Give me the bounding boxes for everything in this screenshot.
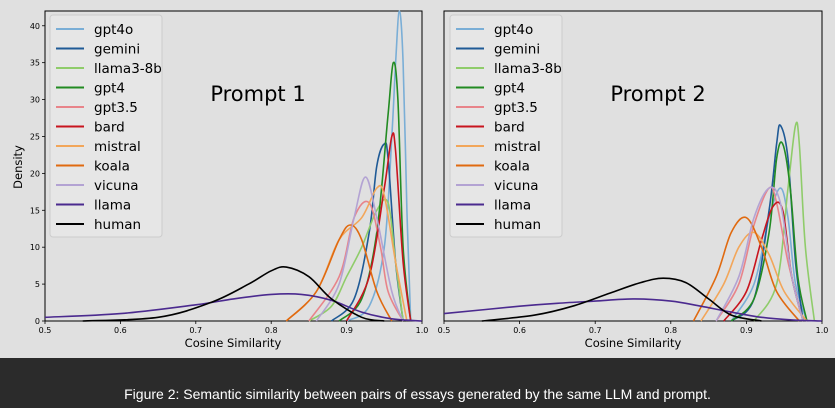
curves-prompt-1 <box>44 10 423 322</box>
series-line-bard <box>345 132 412 322</box>
x-axis-label-1: Cosine Similarity <box>185 336 282 350</box>
legend-label-human: human <box>94 217 141 233</box>
y-tick-label: 30 <box>30 96 40 105</box>
x-tick-label: 0.9 <box>740 326 753 335</box>
panel-title-1: Prompt 1 <box>210 82 305 106</box>
legend-label-gpt4o: gpt4o <box>494 22 533 38</box>
series-line-koala <box>692 216 800 322</box>
legend-label-vicuna: vicuna <box>494 178 539 194</box>
legend-label-mistral: mistral <box>494 139 541 155</box>
x-tick-label: 0.5 <box>39 326 52 335</box>
legend-label-gpt3-5: gpt3.5 <box>94 100 138 116</box>
legend-label-llama: llama <box>94 198 131 214</box>
x-ticks-prompt-2: 0.5 0.6 0.7 0.8 0.9 1.0 <box>438 321 829 335</box>
x-axis-label-2: Cosine Similarity <box>585 336 682 350</box>
y-tick-label: 40 <box>30 22 40 31</box>
legend-label-gpt4: gpt4 <box>94 81 125 97</box>
legend-box-2 <box>449 14 563 238</box>
y-ticks-prompt-1: 0 5 10 15 20 25 30 35 40 <box>30 22 45 326</box>
series-line-gpt4o <box>730 187 808 322</box>
legend-prompt-2: gpt4o gemini llama3-8b gpt4 gpt3.5 bard mistra… <box>449 14 563 238</box>
legend-label-koala: koala <box>94 159 130 175</box>
legend-box-1 <box>49 14 163 238</box>
x-tick-label: 0.7 <box>589 326 602 335</box>
series-line-human <box>481 277 762 322</box>
legend-prompt-1: gpt4o gemini llama3-8b gpt4 gpt3.5 bard mistra… <box>49 14 163 238</box>
legend-label-llama3-8b: llama3-8b <box>94 61 162 77</box>
y-tick-label: 5 <box>35 280 40 289</box>
x-tick-label: 0.9 <box>340 326 353 335</box>
x-tick-label: 0.8 <box>664 326 677 335</box>
x-tick-label: 0.6 <box>513 326 526 335</box>
legend-label-llama3-8b: llama3-8b <box>494 61 562 77</box>
series-line-llama3-8b <box>753 121 816 322</box>
y-tick-label: 10 <box>30 243 40 252</box>
figure-panel: Density 0.5 0.6 0.7 0.8 0.9 1.0 0 5 10 15 20 25 30 3… <box>0 0 835 358</box>
x-ticks-prompt-1: 0.5 0.6 0.7 0.8 0.9 1.0 <box>39 321 429 335</box>
series-line-gpt4o <box>346 10 412 322</box>
y-tick-label: 0 <box>35 317 40 326</box>
legend-label-vicuna: vicuna <box>94 178 139 194</box>
y-tick-label: 25 <box>30 132 40 141</box>
series-line-llama <box>44 292 423 322</box>
x-tick-label: 1.0 <box>816 326 829 335</box>
legend-label-gpt3-5: gpt3.5 <box>494 100 538 116</box>
series-line-gpt4 <box>730 141 808 322</box>
y-tick-label: 35 <box>30 59 40 68</box>
legend-label-mistral: mistral <box>94 139 141 155</box>
figure-svg: Density 0.5 0.6 0.7 0.8 0.9 1.0 0 5 10 15 20 25 30 3… <box>11 10 829 350</box>
series-line-vicuna <box>715 186 804 322</box>
series-line-llama <box>443 298 823 322</box>
legend-label-bard: bard <box>94 120 125 136</box>
legend-label-gemini: gemini <box>94 42 140 58</box>
legend-label-bard: bard <box>494 120 525 136</box>
series-line-koala <box>285 224 393 322</box>
x-tick-label: 0.7 <box>189 326 202 335</box>
plot-prompt-2: 0.5 0.6 0.7 0.8 0.9 1.0 gpt4ogeminillama3-8bg… <box>438 10 829 350</box>
plot-prompt-1: 0.5 0.6 0.7 0.8 0.9 1.0 0 5 10 15 20 25 30 35 40 gpt4… <box>30 10 429 350</box>
y-tick-label: 15 <box>30 206 40 215</box>
legend-label-gemini: gemini <box>494 42 540 58</box>
legend-label-human: human <box>494 217 541 233</box>
x-tick-label: 0.5 <box>438 326 451 335</box>
y-tick-label: 20 <box>30 169 40 178</box>
figure-caption: Figure 2: Semantic similarity between pa… <box>124 386 711 402</box>
panel-title-2: Prompt 2 <box>610 82 705 106</box>
legend-label-gpt4: gpt4 <box>494 81 525 97</box>
series-line-human <box>82 266 385 322</box>
legend-label-llama: llama <box>494 198 531 214</box>
series-line-mistral <box>700 231 808 322</box>
y-axis-label: Density <box>11 145 25 189</box>
legend-label-koala: koala <box>494 159 530 175</box>
x-tick-label: 0.6 <box>114 326 127 335</box>
curves-prompt-2 <box>443 121 823 322</box>
series-line-vicuna <box>315 176 404 322</box>
x-tick-label: 1.0 <box>416 326 429 335</box>
legend-label-gpt4o: gpt4o <box>94 22 133 38</box>
x-tick-label: 0.8 <box>265 326 278 335</box>
